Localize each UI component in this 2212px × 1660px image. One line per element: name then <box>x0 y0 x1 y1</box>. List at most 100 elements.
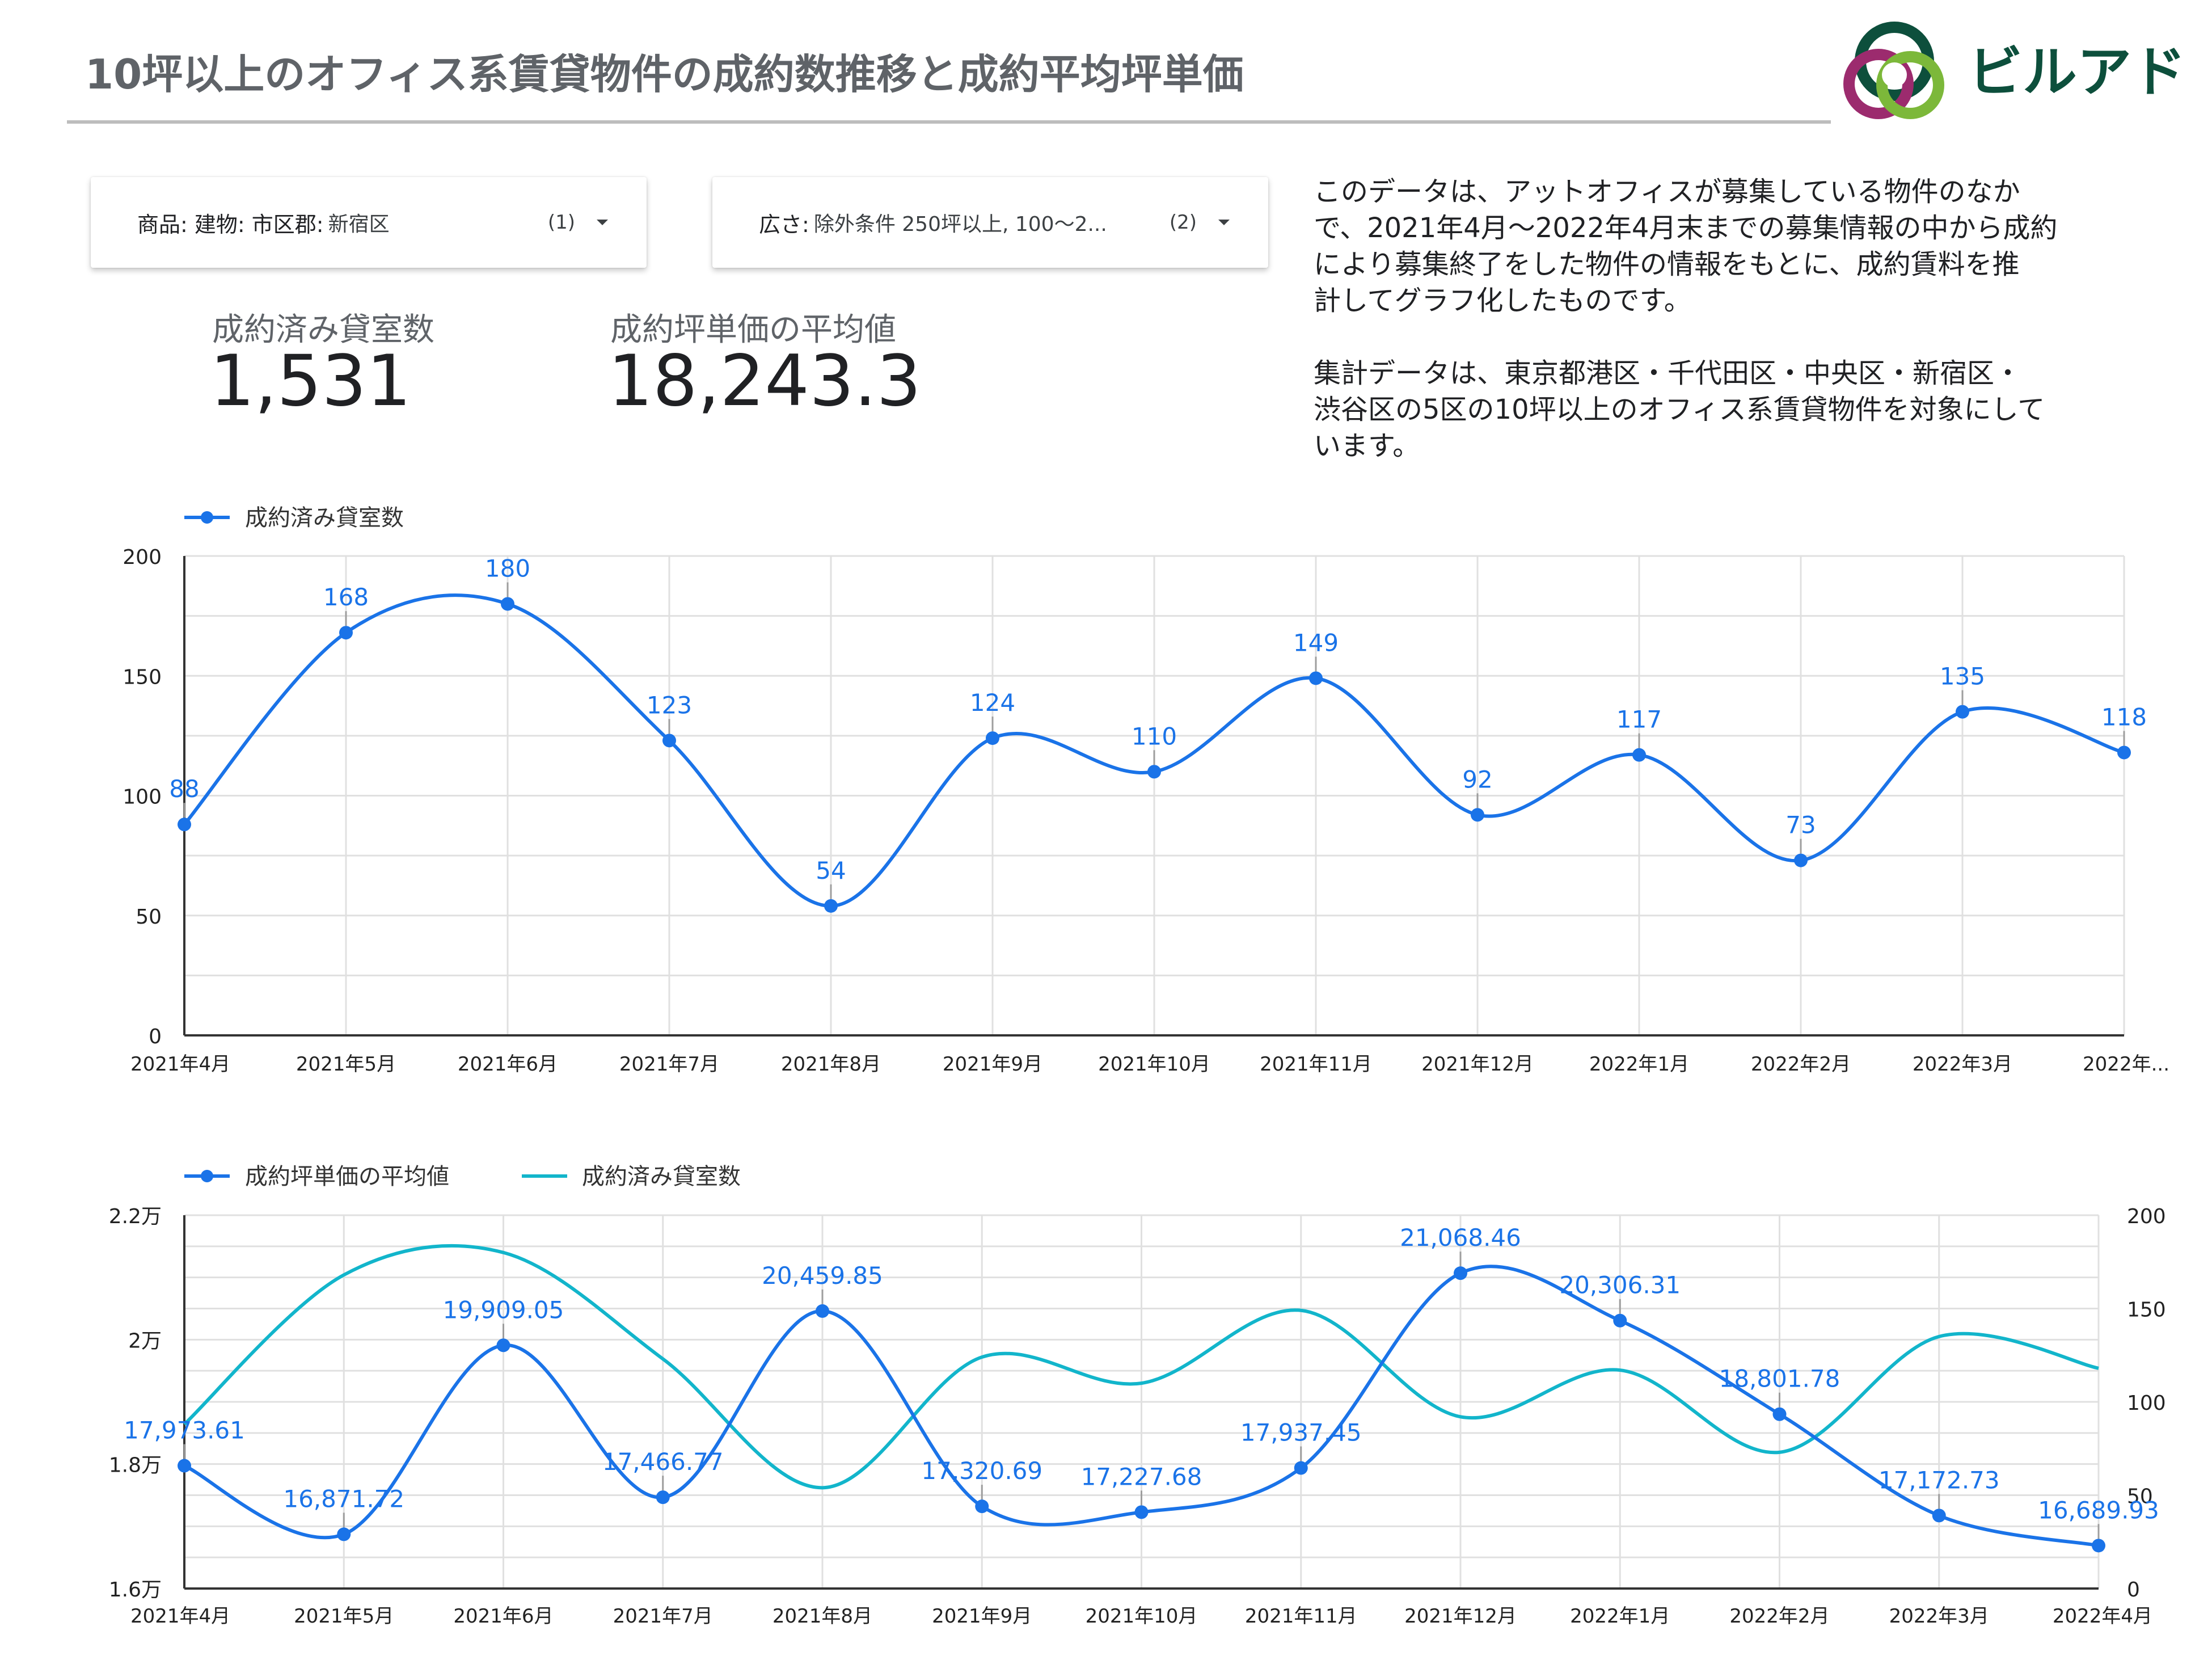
chart2-data-label: 21,068.46 <box>1400 1224 1521 1252</box>
description-text: このデータは、アットオフィスが募集している物件のなか で、2021年4月～202… <box>1314 174 2142 464</box>
chart2-xtick-label: 2022年3月 <box>1889 1605 1989 1628</box>
filter-area-count: (1) <box>547 211 575 234</box>
chart1-data-label: 168 <box>323 583 369 611</box>
description-paragraph-1: このデータは、アットオフィスが募集している物件のなか で、2021年4月～202… <box>1314 176 2058 317</box>
chart2-legend-label-primary: 成約坪単価の平均値 <box>245 1164 449 1190</box>
filter-size[interactable]: 広さ: 除外条件 250坪以上, 100～2... (2) <box>712 177 1268 268</box>
chart1-ytick-label: 100 <box>123 786 162 809</box>
chart2-point <box>1932 1509 1946 1523</box>
chevron-down-icon[interactable] <box>1218 220 1230 225</box>
chart1-xtick-label: 2021年7月 <box>619 1053 719 1076</box>
chart1-ytick-label: 150 <box>123 665 162 689</box>
filter-area-label: 商品: 建物: 市区郡: <box>137 212 324 237</box>
chart1-point <box>501 597 514 611</box>
chart2-point <box>975 1499 989 1514</box>
chart2-point <box>178 1459 191 1473</box>
metric-avg-price-label: 成約坪単価の平均値 <box>610 311 896 348</box>
chart2-ytick-left-label: 2万 <box>128 1329 162 1353</box>
chart1-xtick-label: 2021年8月 <box>781 1053 881 1076</box>
chart1-data-label: 73 <box>1785 811 1816 839</box>
filter-size-value: 除外条件 250坪以上, 100～2... <box>813 213 1107 236</box>
chart1-data-label: 110 <box>1132 722 1177 750</box>
chart2-xtick-label: 2022年2月 <box>1729 1605 1829 1628</box>
chart1-ytick-label: 50 <box>136 905 162 929</box>
chart2-point <box>1613 1313 1627 1328</box>
chart2-point <box>337 1527 351 1541</box>
chevron-down-icon[interactable] <box>597 220 608 225</box>
chart2-xtick-label: 2021年4月 <box>130 1605 230 1628</box>
filter-area[interactable]: 商品: 建物: 市区郡: 新宿区 (1) <box>91 177 647 268</box>
chart2-data-label: 17,172.73 <box>1878 1466 2000 1494</box>
chart2-data-label: 16,871.72 <box>283 1485 404 1512</box>
title-divider <box>67 120 1831 124</box>
chart1-data-label: 180 <box>485 555 530 583</box>
chart2-xtick-label: 2021年10月 <box>1086 1605 1198 1628</box>
chart2-ytick-right-label: 100 <box>2127 1392 2166 1415</box>
chart2-point <box>1772 1407 1787 1421</box>
chart1-point <box>1147 765 1161 779</box>
chart-avg-price-combo[interactable]: 成約坪単価の平均値 成約済み貸室数 1.6万 1.8万 2万 2.2万 0 50 100 150 2… <box>0 1146 2212 1660</box>
chart2-point <box>1134 1505 1149 1519</box>
chart1-data-label: 88 <box>169 775 199 803</box>
chart2-point <box>2092 1539 2105 1553</box>
chart1-legend-marker <box>201 511 213 524</box>
chart2-data-label: 17,466.77 <box>602 1448 724 1476</box>
chart2-point <box>816 1304 829 1318</box>
logo-text: ビルアド <box>1968 40 2186 104</box>
chart2-xtick-label: 2021年6月 <box>453 1605 553 1628</box>
chart1-ytick-label: 0 <box>149 1025 162 1048</box>
chart1-data-label: 118 <box>2101 703 2147 731</box>
chart1-xtick-label: 2021年11月 <box>1260 1053 1372 1076</box>
chart1-xtick-label: 2022年3月 <box>1913 1053 2012 1076</box>
metric-contract-count-value: 1,531 <box>210 340 411 422</box>
chart2-xtick-label: 2021年12月 <box>1404 1605 1517 1628</box>
chart1-legend-label: 成約済み貸室数 <box>245 505 404 531</box>
page-title: 10坪以上のオフィス系賃貸物件の成約数推移と成約平均坪単価 <box>85 50 1244 98</box>
chart1-point <box>1794 853 1808 867</box>
filter-size-count: (2) <box>1169 211 1197 234</box>
chart1-point <box>1956 705 1969 719</box>
chart1-xtick-label: 2021年9月 <box>943 1053 1042 1076</box>
chart2-ytick-right-label: 150 <box>2127 1299 2166 1322</box>
chart2-ytick-left-label: 2.2万 <box>109 1205 162 1228</box>
chart1-data-label: 149 <box>1293 629 1339 656</box>
chart2-series-line-secondary <box>183 1244 2099 1490</box>
chart1-xtick-label: 2021年6月 <box>458 1053 558 1076</box>
chart2-xtick-label: 2022年4月 <box>2053 1605 2152 1628</box>
chart1-xtick-label: 2022年1月 <box>1589 1053 1689 1076</box>
chart-contract-count[interactable]: 成約済み貸室数 0 50 100 150 200 2021年4月 2021年5月 2021年6月… <box>0 488 2212 1089</box>
chart2-xtick-label: 2022年1月 <box>1570 1605 1670 1628</box>
chart1-point <box>2117 745 2131 760</box>
chart1-ytick-label: 200 <box>123 546 162 569</box>
chart2-data-label: 20,306.31 <box>1559 1271 1681 1299</box>
chart2-ytick-right-label: 0 <box>2127 1578 2140 1602</box>
chart2-ytick-right-label: 50 <box>2127 1485 2153 1509</box>
chart2-legend-marker-primary <box>201 1170 213 1182</box>
chart2-data-label: 19,909.05 <box>443 1296 564 1324</box>
chart1-point <box>178 818 191 832</box>
chart2-data-label: 20,459.85 <box>762 1262 883 1290</box>
chart2-data-label: 17,937.45 <box>1240 1419 1362 1447</box>
chart2-xtick-label: 2021年8月 <box>772 1605 872 1628</box>
chart1-data-label: 135 <box>1940 663 1985 690</box>
chart1-point <box>1309 671 1323 685</box>
chart1-data-label: 54 <box>816 857 846 884</box>
metric-contract-count-label: 成約済み貸室数 <box>212 311 434 348</box>
chart1-data-label: 117 <box>1616 706 1662 734</box>
chart2-xtick-label: 2021年11月 <box>1245 1605 1357 1628</box>
filter-size-label: 広さ: <box>759 212 809 237</box>
chart1-point <box>662 734 676 748</box>
chart2-data-label: 17,973.61 <box>124 1417 245 1444</box>
biruado-logo[interactable]: ビルアド <box>1838 11 2212 136</box>
description-paragraph-2: 集計データは、東京都港区・千代田区・中央区・新宿区・ 渋谷区の5区の10坪以上の… <box>1314 357 2045 462</box>
chart1-xtick-label: 2021年10月 <box>1098 1053 1210 1076</box>
chart1-xtick-label: 2021年12月 <box>1421 1053 1534 1076</box>
chart2-point <box>656 1490 670 1505</box>
chart1-xtick-label: 2022年... <box>2083 1053 2169 1076</box>
chart1-data-label: 123 <box>647 691 692 719</box>
chart2-data-label: 16,689.93 <box>2038 1496 2159 1524</box>
chart2-xtick-label: 2021年7月 <box>613 1605 713 1628</box>
chart2-data-label: 17,227.68 <box>1081 1463 1202 1490</box>
chart2-point <box>496 1338 510 1353</box>
chart2-legend-label-secondary: 成約済み貸室数 <box>582 1164 741 1190</box>
